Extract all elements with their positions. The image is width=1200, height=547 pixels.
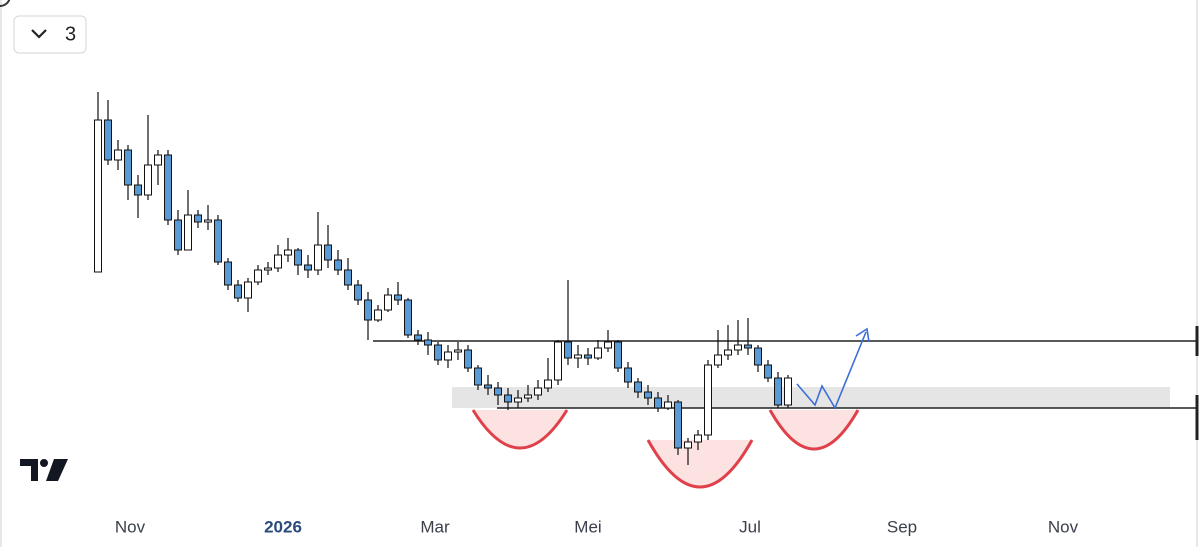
candle-body [784, 377, 792, 406]
projection-arrow [796, 331, 867, 410]
x-tick-label: Jul [739, 517, 761, 536]
candle-body [464, 349, 472, 369]
candle-body [544, 379, 552, 389]
candle-body [534, 387, 542, 396]
logo-part [46, 459, 68, 481]
candle-body [764, 364, 772, 379]
candle-body [364, 299, 372, 321]
candle-body [574, 354, 582, 359]
candle-body [214, 219, 222, 263]
candle-body [224, 261, 232, 286]
logo-part [20, 459, 38, 481]
candle-body [104, 119, 112, 161]
candle-body [624, 367, 632, 383]
candle-body [514, 397, 522, 403]
candle-body [444, 351, 452, 361]
candle-body [494, 387, 502, 396]
candle-body [294, 249, 302, 266]
candle-body [94, 119, 102, 273]
logo [20, 459, 68, 481]
candle-body [524, 394, 532, 399]
candle-body [204, 219, 212, 223]
candle-body [414, 334, 422, 341]
candle-body [454, 349, 462, 353]
candle-body [664, 401, 672, 409]
candle-body [144, 164, 152, 196]
x-tick-label: 2026 [264, 517, 302, 536]
head-arc [646, 439, 754, 489]
candle-body [344, 269, 352, 286]
candle-body [114, 149, 122, 161]
candle-body [554, 341, 562, 381]
candle-body [244, 281, 252, 299]
candle-body [564, 341, 572, 359]
support-zone [452, 387, 1170, 408]
candle-body [314, 244, 322, 271]
candle-body [634, 381, 642, 393]
logo-part [40, 459, 48, 467]
candle-body [504, 394, 512, 403]
candle-body [434, 344, 442, 361]
candle-body [394, 294, 402, 301]
left-shoulder-arc [471, 409, 569, 450]
x-tick-label: Nov [1048, 517, 1079, 536]
candle-body [264, 267, 272, 271]
chevron [31, 29, 47, 39]
candle-body [774, 377, 782, 406]
candle-body [584, 354, 592, 359]
candle-body [134, 184, 142, 196]
candle-body [124, 149, 132, 186]
candle-body [154, 154, 162, 166]
candle-body [484, 384, 492, 389]
candles [94, 92, 792, 465]
right-shoulder-arc [768, 409, 860, 451]
candle-body [744, 344, 752, 349]
candle-body [184, 214, 192, 251]
arrow-head [855, 327, 870, 343]
candle-body [614, 341, 622, 369]
candle-body [674, 401, 682, 449]
candle-body [284, 249, 292, 256]
candle-body [164, 154, 172, 221]
candle-body [654, 397, 662, 409]
candle-body [694, 434, 702, 443]
candle-body [754, 347, 762, 366]
x-tick-label: Mar [420, 517, 450, 536]
candle-body [324, 244, 332, 261]
candle-body [684, 441, 692, 449]
candle-body [334, 259, 342, 271]
interval-button[interactable]: 3 [13, 15, 87, 54]
candle-body [474, 367, 482, 386]
candle-body [384, 294, 392, 311]
candle-body [194, 214, 202, 223]
button-label: 3 [65, 23, 76, 45]
candle-body [304, 264, 312, 271]
candle-body [594, 347, 602, 359]
candle-body [254, 269, 262, 283]
candle-body [424, 339, 432, 346]
button-box[interactable] [13, 15, 87, 54]
candle-body [714, 354, 722, 366]
candle-body [734, 344, 742, 351]
candle-body [354, 284, 362, 301]
candle-body [174, 219, 182, 251]
candle-body [644, 391, 652, 399]
candle-body [234, 284, 242, 299]
x-tick-label: Sep [887, 517, 917, 536]
x-tick-label: Nov [115, 517, 146, 536]
candle-body [604, 341, 612, 349]
candle-body [274, 254, 282, 269]
candle-body [374, 309, 382, 321]
candle-body [404, 299, 412, 336]
x-tick-label: Mei [574, 517, 601, 536]
candle-body [724, 349, 732, 356]
candle-body [704, 364, 712, 436]
